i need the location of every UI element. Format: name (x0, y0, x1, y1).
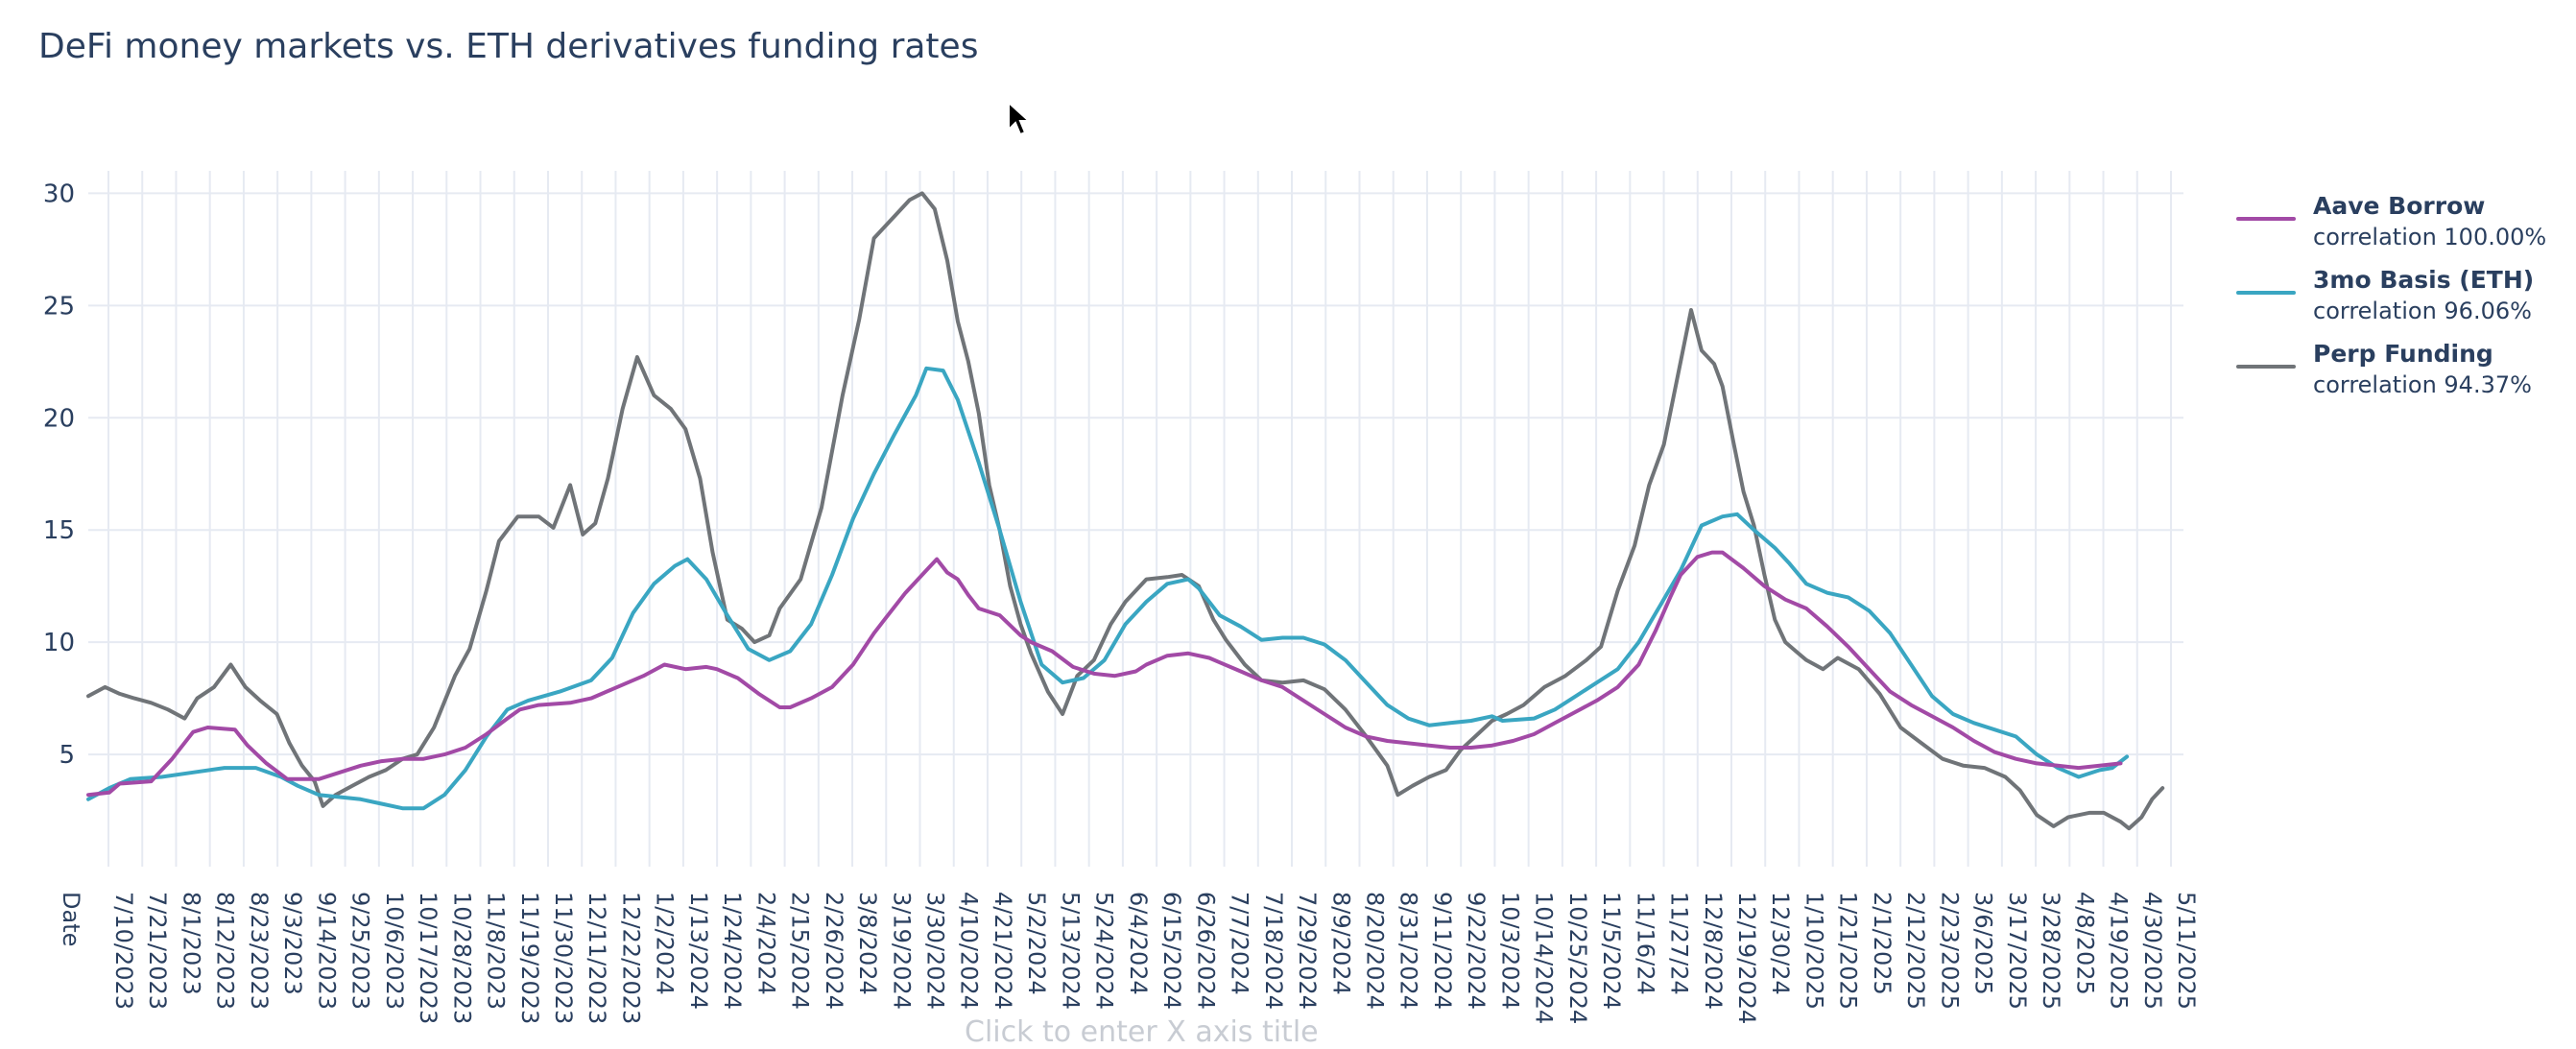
y-tick-label: 15 (43, 516, 75, 545)
legend-swatch-aave-borrow (2236, 217, 2296, 221)
x-tick-label: 12/19/2024 (1733, 892, 1760, 1024)
legend-label: 3mo Basis (ETH) (2313, 266, 2535, 294)
x-tick-label: 7/10/2023 (110, 892, 137, 1010)
x-tick-label: 2/12/2025 (1902, 892, 1929, 1010)
x-tick-label: 7/21/2023 (144, 892, 171, 1010)
x-tick-label: 5/13/2024 (1057, 892, 1084, 1010)
series-line-aave-borrow (86, 550, 2123, 798)
x-tick-label: 12/11/2023 (584, 892, 610, 1024)
x-tick-label: 2/23/2025 (1936, 892, 1963, 1010)
x-tick-label: 10/28/2023 (448, 892, 475, 1024)
x-tick-label: 3/19/2024 (888, 892, 915, 1010)
x-tick-label: 11/27/24 (1666, 892, 1693, 995)
x-tick-label: 5/24/2024 (1091, 892, 1118, 1010)
x-tick-label: 1/24/2024 (719, 892, 746, 1010)
x-tick-label: 2/4/2024 (752, 892, 779, 995)
legend-correlation: correlation 96.06% (2313, 298, 2532, 324)
x-tick-label: 9/25/2023 (347, 892, 374, 1010)
legend-item-perp-funding[interactable]: Perp Funding correlation 94.37% (2236, 336, 2563, 410)
x-tick-label: 7/7/2024 (1227, 892, 1253, 995)
x-tick-label: 5/2/2024 (1023, 892, 1050, 995)
x-axis-title-placeholder[interactable]: Click to enter X axis title (965, 1015, 1319, 1049)
x-tick-label: 1/2/2024 (652, 892, 679, 995)
x-tick-label: 9/11/2024 (1429, 892, 1456, 1010)
x-tick-label: 2/1/2025 (1869, 892, 1896, 995)
x-tick-label: 6/4/2024 (1125, 892, 1152, 995)
x-tick-label: 3/8/2024 (854, 892, 881, 995)
x-tick-label: 7/18/2024 (1260, 892, 1287, 1010)
x-tick-label: 8/23/2023 (246, 892, 273, 1010)
x-tick-label: 9/3/2023 (279, 892, 306, 995)
legend: Aave Borrow correlation 100.00% 3mo Basi… (2236, 188, 2563, 410)
x-tick-label: 4/8/2025 (2071, 892, 2098, 995)
x-tick-label: 11/8/2023 (483, 892, 510, 1010)
x-tick-label: 1/13/2024 (685, 892, 712, 1010)
x-tick-label: 8/12/2023 (212, 892, 239, 1010)
x-tick-label: 3/30/2024 (922, 892, 949, 1010)
x-tick-label: 3/6/2025 (1970, 892, 1997, 995)
legend-label: Aave Borrow (2313, 192, 2486, 220)
x-tick-label: 6/15/2024 (1158, 892, 1185, 1010)
y-tick-label: 20 (43, 404, 75, 433)
y-tick-label: 25 (43, 292, 75, 321)
x-tick-label: 4/19/2025 (2106, 892, 2133, 1010)
legend-label: Perp Funding (2313, 340, 2493, 368)
legend-correlation: correlation 94.37% (2313, 371, 2532, 398)
series-line-perp-funding (86, 191, 2165, 831)
x-tick-label: 1/21/2025 (1835, 892, 1862, 1010)
mouse-cursor-icon (1007, 100, 1032, 141)
y-tick-label: 30 (43, 179, 75, 208)
x-axis-first-label: Date (58, 892, 84, 946)
x-tick-label: 8/31/2024 (1395, 892, 1422, 1010)
y-tick-label: 5 (59, 741, 75, 770)
y-tick-label: 10 (43, 629, 75, 657)
x-tick-label: 7/29/2024 (1294, 892, 1321, 1010)
x-tick-label: 11/30/2023 (550, 892, 577, 1024)
x-tick-label: 10/3/2024 (1496, 892, 1523, 1010)
x-tick-label: 11/19/2023 (516, 892, 543, 1024)
x-tick-label: 9/22/2024 (1463, 892, 1490, 1010)
x-tick-label: 6/26/2024 (1192, 892, 1219, 1010)
x-tick-label: 1/10/2025 (1801, 892, 1827, 1010)
x-tick-label: 10/17/2023 (415, 892, 441, 1024)
x-tick-label: 9/14/2023 (313, 892, 340, 1010)
x-tick-label: 10/25/2024 (1564, 892, 1591, 1024)
legend-item-3mo-basis[interactable]: 3mo Basis (ETH) correlation 96.06% (2236, 262, 2563, 336)
legend-swatch-perp-funding (2236, 365, 2296, 369)
x-tick-label: 2/26/2024 (821, 892, 847, 1010)
x-tick-label: 8/9/2024 (1327, 892, 1354, 995)
x-tick-label: 5/11/2025 (2173, 892, 2200, 1010)
x-tick-label: 12/8/2024 (1700, 892, 1727, 1010)
x-tick-label: 8/1/2023 (178, 892, 204, 995)
legend-correlation: correlation 100.00% (2313, 224, 2547, 250)
x-tick-label: 10/6/2023 (381, 892, 408, 1010)
x-tick-label: 3/17/2025 (2004, 892, 2031, 1010)
chart-title: DeFi money markets vs. ETH derivatives f… (38, 27, 979, 66)
x-tick-label: 3/28/2025 (2038, 892, 2064, 1010)
x-tick-label: 4/30/2025 (2139, 892, 2166, 1010)
x-tick-label: 12/30/24 (1767, 892, 1794, 995)
x-tick-label: 11/5/2024 (1598, 892, 1625, 1010)
x-tick-label: 8/20/2024 (1361, 892, 1388, 1010)
x-tick-label: 10/14/2024 (1531, 892, 1558, 1024)
legend-swatch-3mo-basis (2236, 291, 2296, 295)
x-tick-label: 12/22/2023 (617, 892, 644, 1024)
x-tick-label: 11/16/24 (1632, 892, 1658, 995)
x-tick-label: 4/21/2024 (990, 892, 1016, 1010)
series-line-3mo-basis-eth (86, 366, 2130, 811)
legend-item-aave-borrow[interactable]: Aave Borrow correlation 100.00% (2236, 188, 2563, 262)
x-tick-label: 2/15/2024 (787, 892, 814, 1010)
x-tick-label: 4/10/2024 (956, 892, 983, 1010)
